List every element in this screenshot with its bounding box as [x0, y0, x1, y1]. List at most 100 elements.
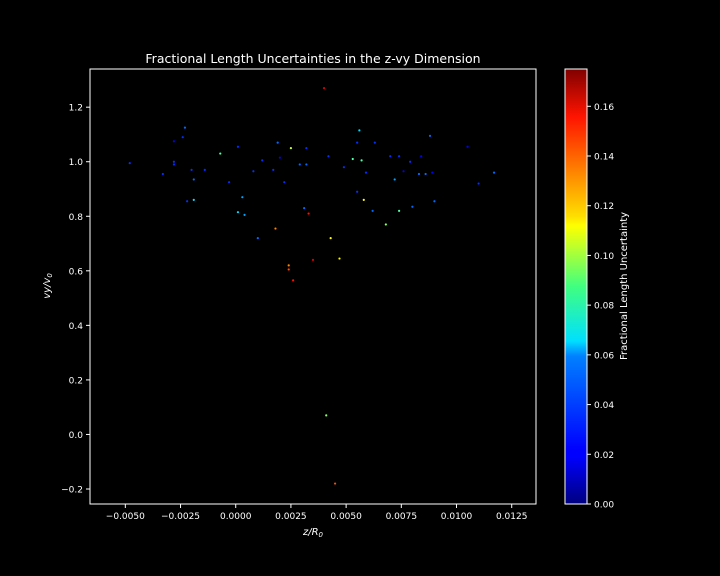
data-point [398, 209, 401, 212]
data-point [289, 146, 293, 150]
data-point [203, 168, 206, 172]
data-point [172, 140, 176, 143]
data-point [276, 141, 279, 144]
data-point [241, 196, 244, 199]
data-points [128, 86, 496, 485]
x-tick-label: 0.0050 [330, 512, 362, 522]
y-tick-label: 0.8 [69, 213, 84, 223]
y-axis-label: vy/v0 [42, 273, 54, 299]
data-point [283, 181, 286, 184]
x-axis-ticks: −0.0050 −0.0025 0.0000 0.0025 0.0050 0.0075 0.… [106, 504, 528, 522]
data-point [360, 159, 363, 162]
data-point [272, 168, 275, 172]
data-point [256, 236, 259, 240]
x-tick-label: 0.0125 [496, 512, 528, 522]
x-tick-label: −0.0050 [106, 512, 145, 522]
y-axis-ticks: −0.2 0.0 0.2 0.4 0.6 0.8 1.0 1.2 [61, 104, 90, 496]
data-point [351, 157, 354, 161]
data-point [333, 482, 337, 485]
y-tick-label: −0.2 [61, 486, 83, 496]
colorbar-label: Fractional Length Uncertainty [619, 212, 630, 360]
data-point [287, 264, 290, 267]
y-tick-label: 1.0 [69, 158, 84, 168]
data-point [411, 205, 414, 208]
y-tick-label: 0.0 [69, 431, 84, 441]
data-point [292, 279, 295, 282]
data-point [342, 166, 346, 169]
data-point [236, 145, 240, 148]
data-point [338, 257, 341, 260]
data-point [373, 141, 376, 144]
colorbar-tick-label: 0.08 [594, 302, 614, 312]
data-point [183, 126, 187, 129]
data-point [389, 155, 392, 158]
data-point [492, 171, 496, 174]
data-point [192, 178, 195, 181]
colorbar-tick-label: 0.02 [594, 451, 614, 461]
data-point [402, 170, 405, 173]
chart-title: Fractional Length Uncertainties in the z… [145, 51, 480, 66]
x-tick-label: 0.0000 [220, 512, 252, 522]
data-point [398, 155, 401, 158]
x-tick-label: 0.0075 [386, 512, 418, 522]
data-point [356, 190, 359, 193]
data-point [303, 206, 306, 210]
data-point [477, 182, 480, 185]
data-point [261, 159, 264, 162]
data-point [243, 213, 246, 217]
colorbar-tick-label: 0.10 [594, 252, 614, 262]
data-point [307, 212, 310, 215]
y-tick-label: 1.2 [69, 104, 83, 114]
data-point [325, 414, 328, 417]
data-point [417, 172, 421, 176]
colorbar-tick-label: 0.00 [594, 501, 614, 511]
data-point [305, 146, 308, 150]
data-point [362, 198, 365, 202]
data-point [161, 172, 164, 176]
data-point [384, 223, 387, 226]
x-tick-label: 0.0025 [275, 512, 307, 522]
data-point [409, 160, 412, 163]
data-point [311, 258, 315, 262]
data-point [420, 155, 423, 158]
data-point [433, 200, 436, 203]
data-point [358, 129, 361, 132]
x-tick-label: −0.0025 [161, 512, 200, 522]
y-tick-label: 0.2 [69, 376, 83, 386]
data-point [252, 170, 255, 173]
data-point [364, 171, 368, 174]
colorbar-tick-label: 0.16 [594, 103, 614, 113]
colorbar [564, 68, 588, 505]
y-tick-label: 0.6 [69, 267, 84, 277]
data-point [181, 136, 184, 139]
data-point [227, 181, 231, 184]
data-point [327, 155, 330, 158]
data-point [371, 209, 374, 212]
data-point [431, 171, 434, 174]
data-point [298, 163, 301, 166]
x-axis-label: z/R0 [302, 527, 324, 539]
colorbar-tick-label: 0.14 [594, 153, 614, 163]
colorbar-tick-label: 0.04 [594, 401, 614, 411]
data-point [190, 168, 193, 172]
data-point [287, 268, 290, 271]
y-tick-label: 0.4 [69, 322, 84, 332]
data-point [172, 160, 176, 163]
data-point [219, 152, 222, 155]
plot-area [89, 68, 537, 505]
x-tick-label: 0.0100 [441, 512, 473, 522]
data-point [424, 172, 427, 176]
data-point [192, 198, 195, 202]
colorbar-tick-label: 0.12 [594, 202, 614, 212]
colorbar-ticks: 0.00 0.02 0.04 0.06 0.08 0.10 0.12 0.14 0.16 [587, 103, 614, 511]
data-point [128, 161, 131, 165]
data-point [305, 163, 308, 166]
data-point [393, 178, 396, 181]
data-point [322, 86, 326, 90]
data-point [466, 145, 469, 148]
data-point [172, 163, 176, 166]
colorbar-tick-label: 0.06 [594, 351, 614, 361]
data-point [236, 211, 240, 214]
data-point [329, 236, 332, 240]
